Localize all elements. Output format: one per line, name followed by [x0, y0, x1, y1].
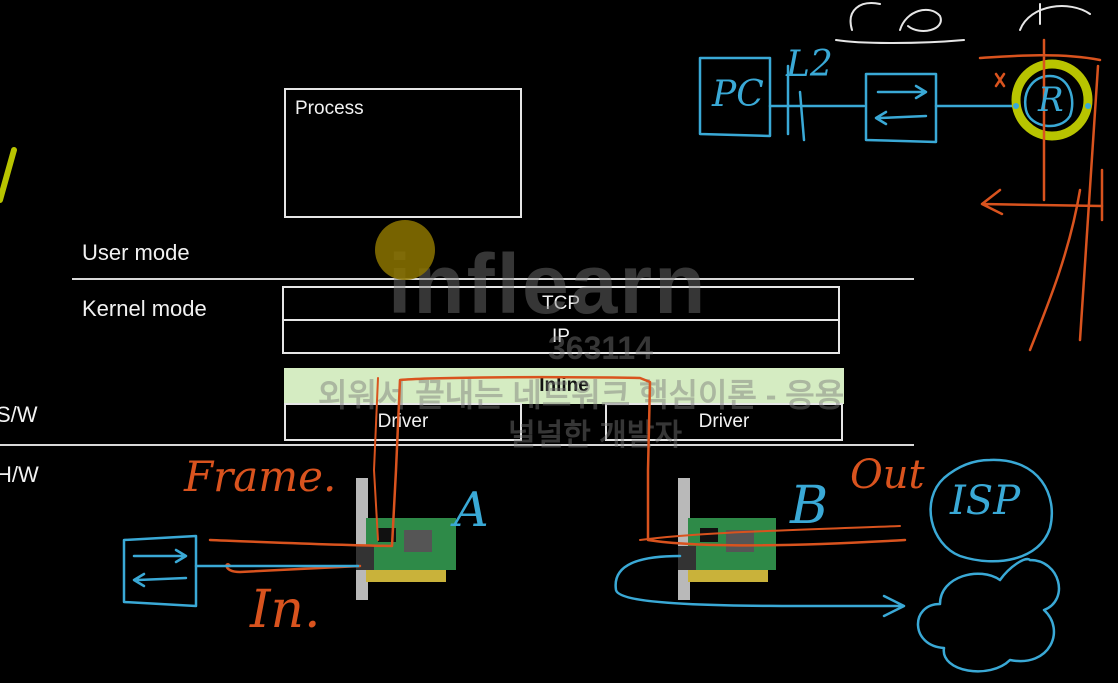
router-port-a-dot — [1013, 103, 1019, 109]
switch-top-icon — [866, 74, 936, 142]
switch-left-icon — [124, 536, 196, 606]
router-label: R — [1038, 80, 1064, 120]
yellow-check-mark — [0, 150, 14, 200]
cloud-icon — [918, 559, 1059, 671]
isp-label: ISP — [950, 478, 1020, 524]
nic-card-a-icon — [356, 478, 456, 600]
back-arrow — [982, 190, 1102, 214]
pc-label: PC — [712, 74, 764, 115]
nic-card-b-icon — [678, 478, 776, 600]
top-scribble — [836, 3, 1090, 43]
in-label: In. — [250, 580, 321, 640]
l2-label: L2 — [786, 44, 833, 85]
frame-label: Frame. — [184, 452, 336, 501]
router-port-b-dot — [1085, 103, 1091, 109]
pointer-dot — [375, 220, 435, 280]
router-port-mark — [996, 74, 1004, 86]
nic-b-label: B — [790, 476, 828, 536]
nic-a-label: A — [454, 482, 489, 538]
out-label: Out — [850, 452, 925, 498]
